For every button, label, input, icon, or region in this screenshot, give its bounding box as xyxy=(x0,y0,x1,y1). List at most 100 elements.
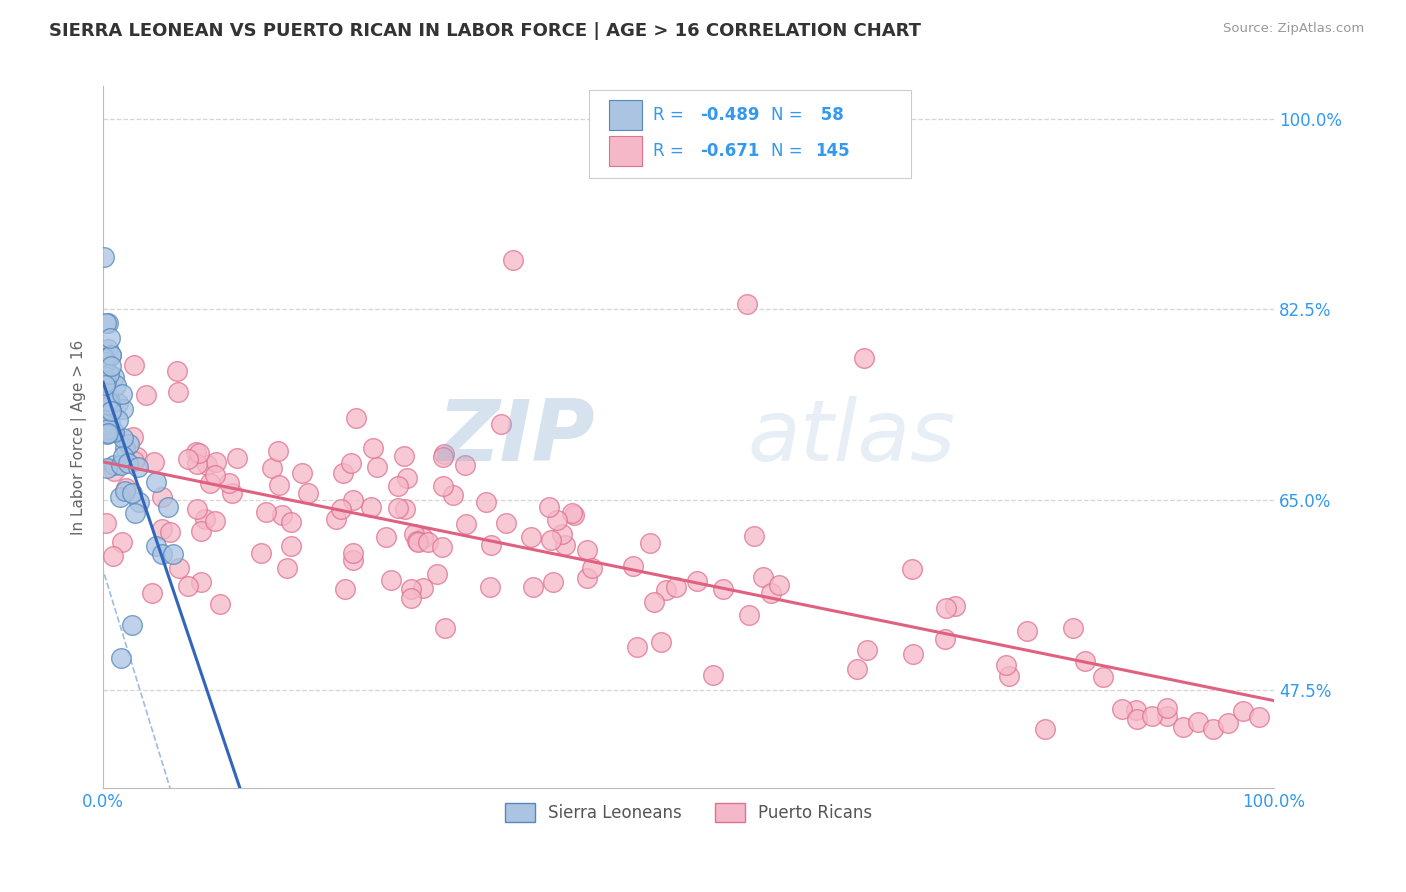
Point xyxy=(361,442,384,456)
Point xyxy=(430,540,453,554)
Point xyxy=(100,416,122,430)
Point xyxy=(262,460,284,475)
Point xyxy=(94,417,117,432)
Point xyxy=(218,476,240,491)
Point xyxy=(110,490,132,504)
Point xyxy=(250,545,273,559)
Point xyxy=(332,466,354,480)
Point xyxy=(190,524,212,538)
Point xyxy=(110,650,132,665)
Point xyxy=(280,515,302,529)
Point xyxy=(335,582,357,597)
Point xyxy=(540,533,562,548)
Point xyxy=(399,582,422,596)
Point xyxy=(522,580,544,594)
Point xyxy=(1074,654,1097,668)
Point xyxy=(111,431,134,445)
Point xyxy=(735,297,758,311)
Point xyxy=(100,359,122,373)
Point xyxy=(226,450,249,465)
Point xyxy=(204,514,226,528)
Point xyxy=(546,513,568,527)
Point xyxy=(325,512,347,526)
Point xyxy=(101,549,124,564)
Point xyxy=(454,458,477,473)
Point xyxy=(145,475,167,490)
Point xyxy=(110,458,132,473)
Point xyxy=(432,479,454,493)
Point xyxy=(111,449,134,463)
Point xyxy=(934,632,956,647)
Point xyxy=(416,535,439,549)
Point xyxy=(150,547,173,561)
Point xyxy=(342,553,364,567)
Text: -0.671: -0.671 xyxy=(700,142,759,160)
Text: N =: N = xyxy=(770,142,807,160)
Point xyxy=(433,622,456,636)
Point xyxy=(97,342,120,356)
Point xyxy=(394,449,416,463)
Point xyxy=(406,535,429,549)
Point xyxy=(935,601,957,615)
Point xyxy=(267,443,290,458)
Point xyxy=(901,647,924,661)
Point xyxy=(291,466,314,480)
Point xyxy=(998,669,1021,683)
Point xyxy=(94,316,117,330)
Point xyxy=(1232,704,1254,718)
Point xyxy=(995,658,1018,673)
Point xyxy=(121,618,143,632)
Point xyxy=(98,331,121,345)
Text: N =: N = xyxy=(770,106,807,124)
Point xyxy=(650,635,672,649)
Point xyxy=(124,506,146,520)
Point xyxy=(654,582,676,597)
Point xyxy=(366,460,388,475)
Point xyxy=(96,427,118,442)
Point xyxy=(94,374,117,388)
Point xyxy=(638,535,661,549)
Point xyxy=(380,573,402,587)
Point xyxy=(433,447,456,461)
Point xyxy=(96,461,118,475)
Point xyxy=(162,547,184,561)
Y-axis label: In Labor Force | Age > 16: In Labor Force | Age > 16 xyxy=(72,340,87,535)
Point xyxy=(97,390,120,404)
Point xyxy=(125,450,148,465)
Point xyxy=(576,571,599,585)
Point xyxy=(110,386,132,401)
Text: 58: 58 xyxy=(815,106,844,124)
Point xyxy=(97,422,120,436)
Point xyxy=(846,662,869,676)
Point xyxy=(143,455,166,469)
Point xyxy=(104,377,127,392)
Point xyxy=(94,378,117,392)
Point xyxy=(1171,720,1194,734)
Point xyxy=(93,251,115,265)
Point xyxy=(901,562,924,576)
Point xyxy=(342,546,364,560)
Point xyxy=(94,516,117,531)
Point xyxy=(432,450,454,464)
Point xyxy=(1202,723,1225,737)
Text: -0.489: -0.489 xyxy=(700,106,759,124)
Point xyxy=(474,495,496,509)
Point xyxy=(1033,722,1056,736)
Point xyxy=(626,640,648,654)
Point xyxy=(1017,624,1039,639)
Point xyxy=(114,441,136,455)
Point xyxy=(768,578,790,592)
Point xyxy=(502,253,524,268)
Point xyxy=(94,385,117,400)
Point xyxy=(141,586,163,600)
Point xyxy=(538,500,561,515)
Point xyxy=(103,464,125,478)
Point xyxy=(554,538,576,552)
Point xyxy=(97,394,120,409)
Point xyxy=(269,477,291,491)
Point xyxy=(122,429,145,443)
Point xyxy=(1218,716,1240,731)
Point xyxy=(1111,702,1133,716)
Point xyxy=(387,479,409,493)
Point xyxy=(94,355,117,369)
